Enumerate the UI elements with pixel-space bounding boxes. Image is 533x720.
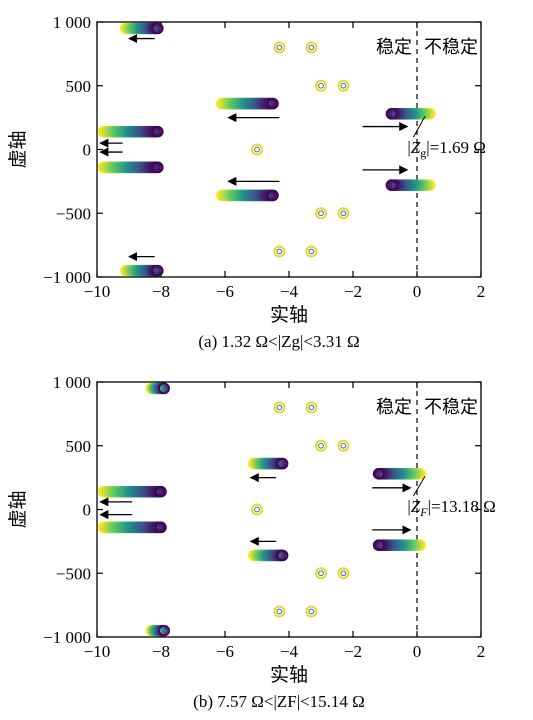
panel-a-y-axis-label: 虚轴	[7, 130, 29, 168]
panel-a-fixed-pole-core	[318, 210, 324, 217]
panel-b-fixed-pole-core	[308, 404, 315, 411]
panel-a-y-tick-label: −500	[56, 204, 91, 223]
panel-a-pole-trace	[152, 161, 164, 174]
panel-b-fixed-pole-core	[254, 506, 260, 513]
panel-a-pole-trace	[152, 125, 164, 138]
panel-a-x-axis-label: 实轴	[270, 304, 308, 326]
panel-b-unstable-label: 不稳定	[424, 397, 478, 417]
panel-b-stable-label: 稳定	[376, 397, 412, 417]
panel-a-x-tick-label: −10	[84, 282, 111, 301]
panel-a-stable-label: 稳定	[376, 37, 412, 57]
panel-a-y-tick-label: 500	[66, 77, 92, 96]
panel-b-y-tick-label: −1 000	[43, 628, 91, 647]
panel-a-y-tick-label: 0	[83, 141, 92, 160]
panel-b-fixed-pole	[315, 567, 327, 580]
panel-a-pole-trace	[267, 97, 279, 110]
panel-a-x-tick-label: −8	[152, 282, 170, 301]
panel-b-x-tick-label: 2	[477, 642, 486, 661]
panel-a-fixed-pole	[273, 41, 286, 54]
panel-a-fixed-pole	[273, 245, 286, 258]
panel-b-x-tick-label: −2	[344, 642, 362, 661]
panel-a-fixed-pole	[305, 41, 318, 54]
panel-b-critical-impedance-label: |ZF|=13.18 Ω	[407, 497, 495, 519]
panel-a-fixed-pole-core	[340, 82, 347, 89]
panel-a-fixed-pole-core	[276, 44, 283, 51]
panel-a-fixed-pole	[337, 207, 350, 220]
panel-a-fixed-pole-core	[318, 82, 324, 89]
panel-a-caption: (a) 1.32 Ω<|Zg|<3.31 Ω	[198, 332, 359, 351]
panel-a-fixed-pole-core	[308, 44, 315, 51]
panel-b-fixed-pole-core	[276, 404, 283, 411]
panel-b-fixed-pole	[273, 401, 286, 414]
panel-b-pole-trace	[276, 549, 289, 562]
panel-b-fixed-pole	[305, 605, 318, 618]
panel-b-x-axis-label: 实轴	[270, 664, 308, 686]
panel-a-x-tick-label: −2	[344, 282, 362, 301]
panel-a-fixed-pole-core	[340, 210, 347, 217]
panel-b-fixed-pole	[337, 567, 350, 580]
panel-a-annotation-leader	[412, 116, 426, 138]
panel-a-pole-trace	[385, 179, 398, 191]
panel-a-x-tick-label: −4	[280, 282, 299, 301]
panel-b-fixed-pole	[315, 439, 327, 452]
panel-a-pole-trace	[267, 189, 279, 202]
panel-a-fixed-pole-core	[308, 248, 315, 255]
panel-a-x-tick-label: −6	[216, 282, 234, 301]
panel-a-x-tick-label: 2	[477, 282, 486, 301]
panel-b-y-tick-label: −500	[56, 564, 91, 583]
panel-a-pole-trace	[152, 22, 164, 35]
panel-a-y-tick-label: −1 000	[43, 268, 91, 287]
panel-b-fixed-pole	[251, 503, 263, 516]
panel-a-y-tick-label: 1 000	[53, 13, 91, 32]
panel-b-fixed-pole-core	[308, 608, 315, 615]
panel-b-fixed-pole-core	[276, 608, 283, 615]
chart-panel-a: −10 −8 −6 −4 −2 0 2 −1 000 −500 0 500 1 000 实轴 虚轴 稳定 不稳…	[7, 13, 486, 351]
panel-b-fixed-pole	[273, 605, 286, 618]
chart-panel-b: −10 −8 −6 −4 −2 0 2 −1 000 −500 0 500 1 000 实轴 虚轴 稳定 不稳…	[7, 373, 496, 711]
panel-a-fixed-pole-core	[254, 146, 260, 153]
panel-b-fixed-pole-core	[340, 442, 347, 449]
panel-a-x-tick-label: 0	[413, 282, 422, 301]
panel-b-caption: (b) 7.57 Ω<|ZF|<15.14 Ω	[193, 692, 365, 711]
panel-b-annotation-leader	[412, 476, 426, 497]
panel-a-fixed-pole	[315, 207, 327, 220]
panel-b-x-tick-label: −10	[84, 642, 111, 661]
panel-b-x-tick-label: −4	[280, 642, 299, 661]
panel-b-x-tick-label: −8	[152, 642, 170, 661]
panel-b-pole-trace	[372, 468, 385, 480]
panel-b-fixed-pole	[305, 401, 318, 414]
panel-b-pole-trace	[155, 485, 167, 498]
panel-b-x-tick-label: −6	[216, 642, 234, 661]
panel-b-fixed-pole	[337, 439, 350, 452]
panel-a-pole-trace	[152, 264, 164, 277]
panel-b-pole-trace	[158, 624, 170, 637]
panel-a-fixed-pole	[337, 79, 350, 92]
panel-a-unstable-label: 不稳定	[424, 37, 478, 57]
panel-a-fixed-pole	[315, 79, 327, 92]
panel-b-y-tick-label: 500	[66, 437, 92, 456]
panel-a-fixed-pole-core	[276, 248, 283, 255]
panel-b-pole-trace	[158, 382, 170, 395]
panel-a-critical-impedance-label: |Zg|=1.69 Ω	[407, 138, 486, 160]
panel-b-y-tick-label: 0	[83, 501, 92, 520]
panel-b-fixed-pole-core	[340, 570, 347, 577]
panel-a-fixed-pole	[251, 143, 263, 156]
panel-b-x-tick-label: 0	[413, 642, 422, 661]
panel-b-pole-trace	[155, 521, 167, 534]
panel-a-pole-trace	[385, 108, 398, 120]
panel-b-y-tick-label: 1 000	[53, 373, 91, 392]
panel-a-fixed-pole	[305, 245, 318, 258]
panel-b-y-axis-label: 虚轴	[7, 490, 29, 528]
panel-b-pole-trace	[372, 539, 385, 551]
panel-b-pole-trace	[276, 457, 289, 470]
panel-b-fixed-pole-core	[318, 442, 324, 449]
panel-b-fixed-pole-core	[318, 570, 324, 577]
